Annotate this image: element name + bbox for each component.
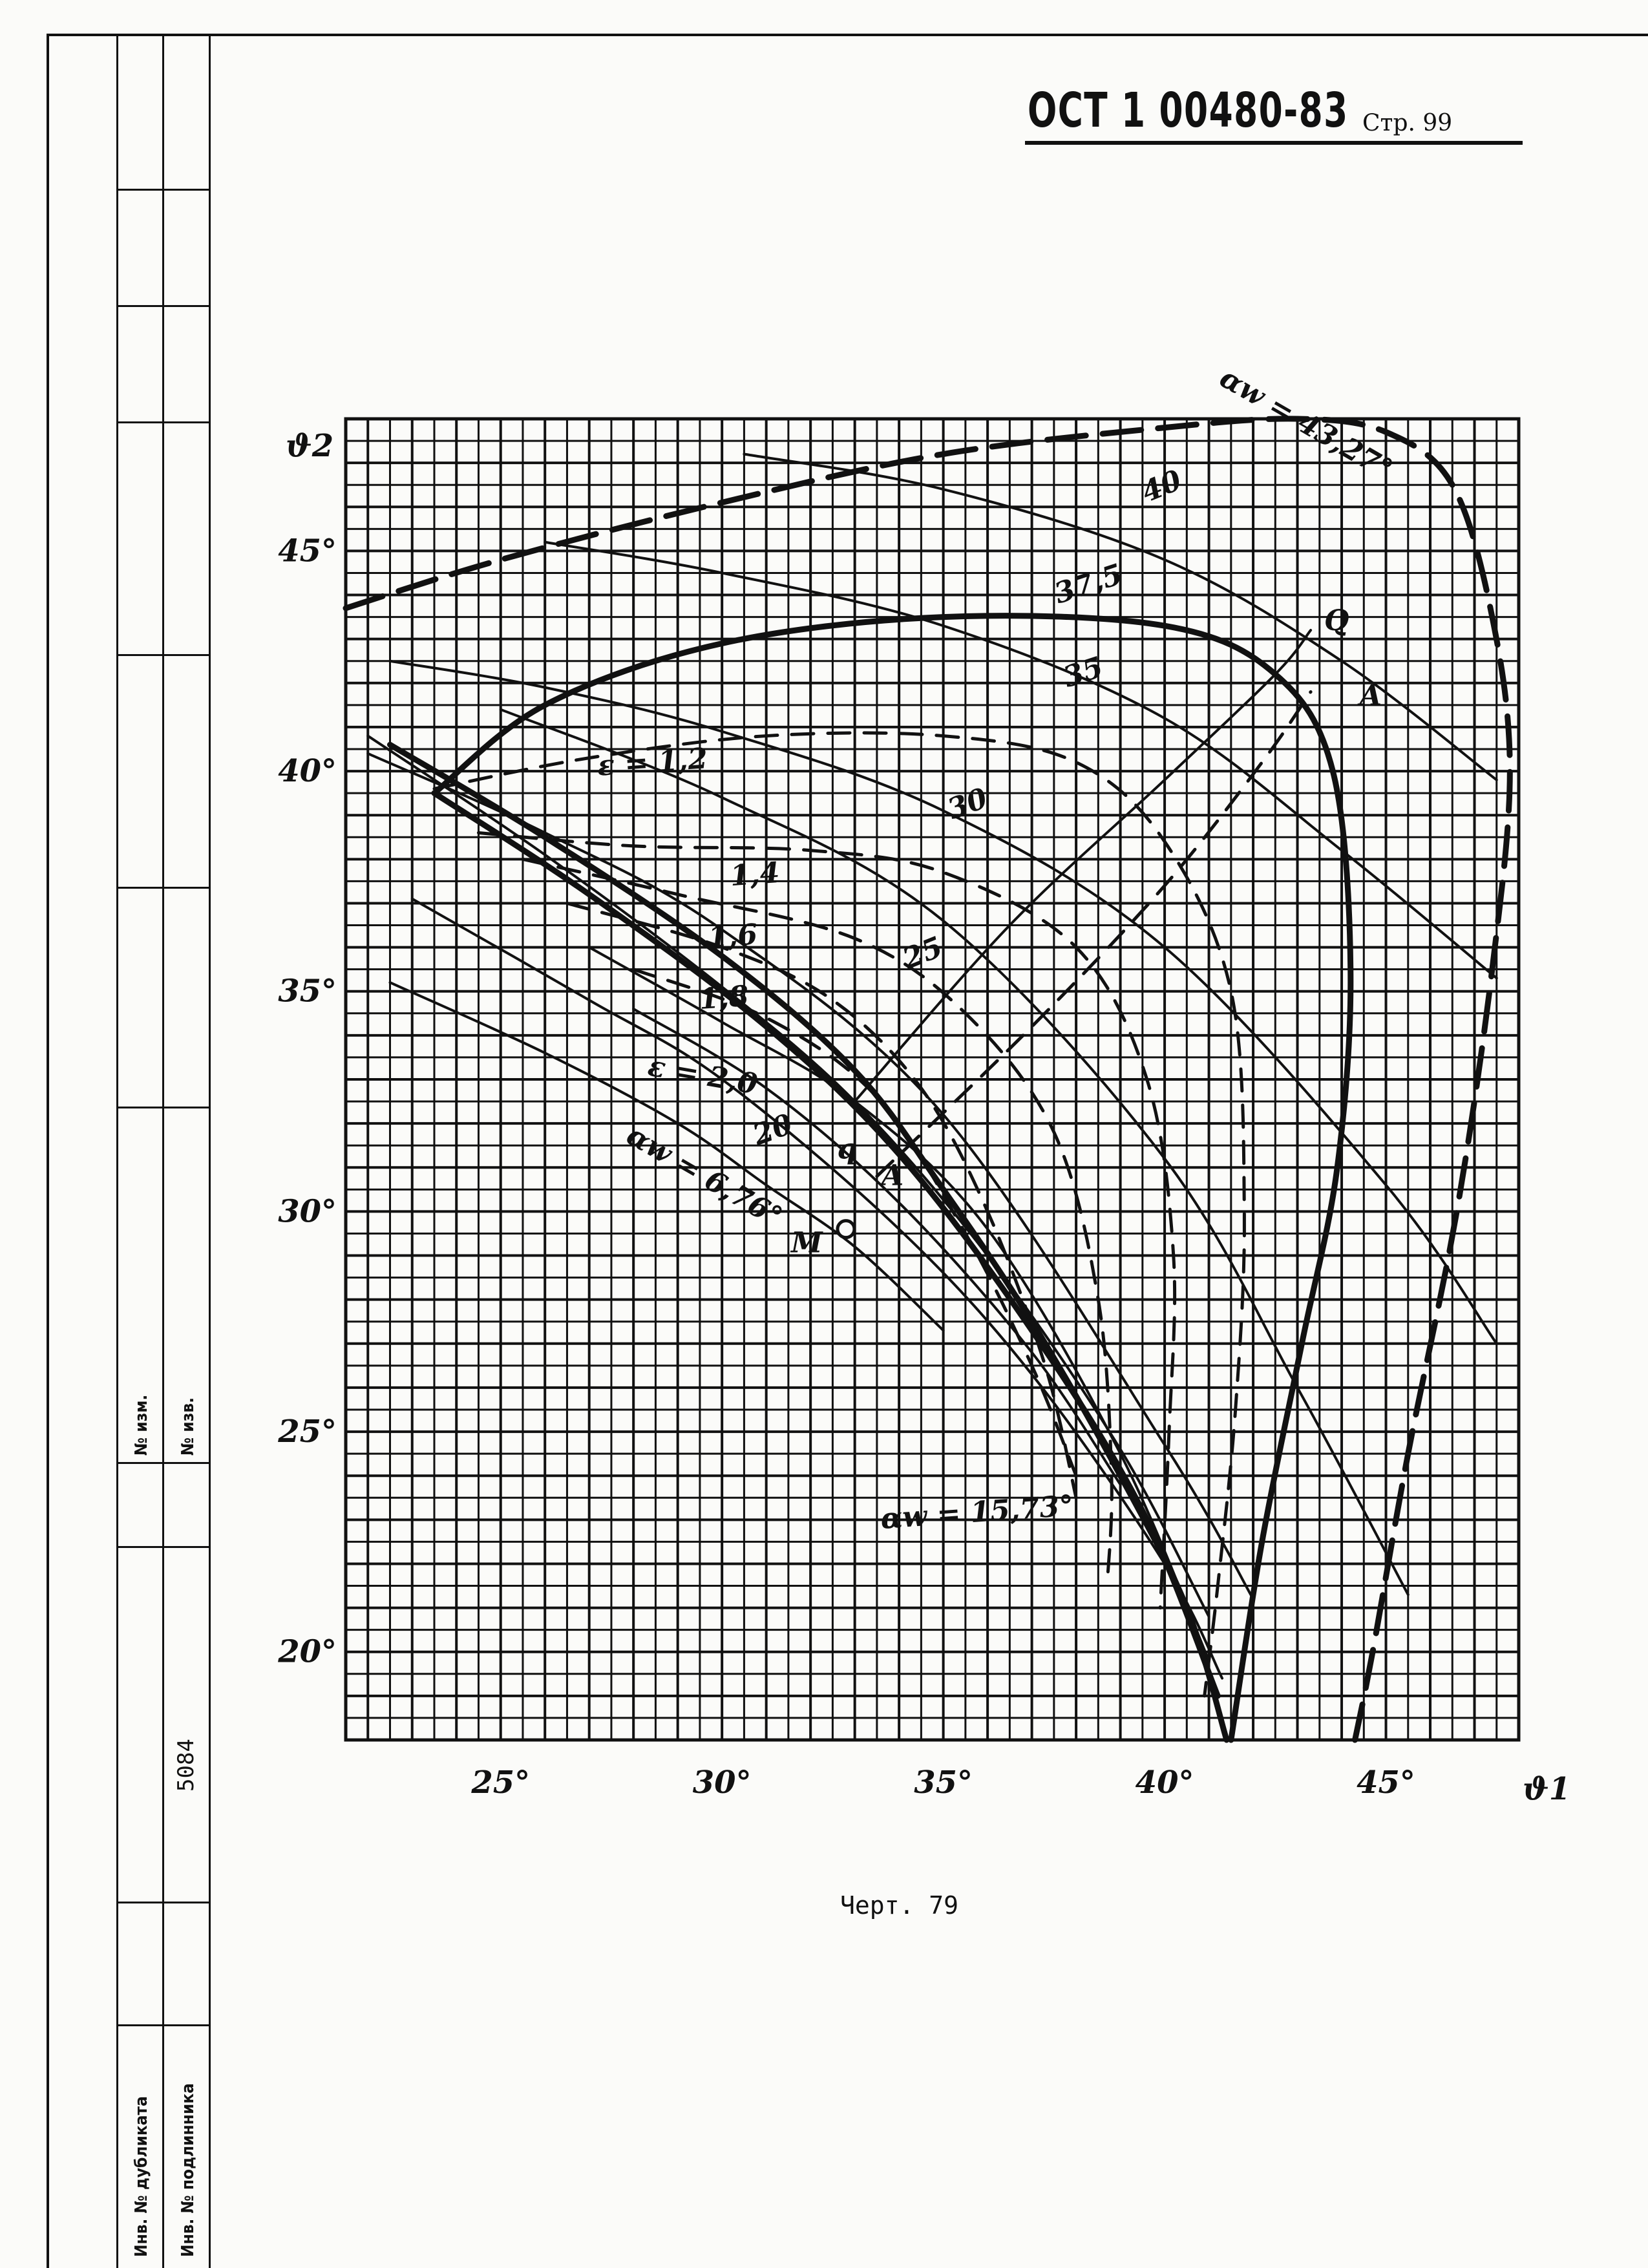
series-line bbox=[343, 416, 1513, 1743]
sidebar-row bbox=[116, 34, 211, 36]
series-label: αw = 43,27° bbox=[1214, 361, 1398, 487]
sidebar-column-right bbox=[164, 34, 211, 2268]
point-label: A bbox=[879, 1160, 903, 1192]
y-tick-label: 45° bbox=[278, 533, 337, 569]
series-label: 30 bbox=[944, 781, 992, 826]
sidebar-row bbox=[116, 654, 211, 656]
series-line bbox=[388, 981, 945, 1332]
series-label: ε = 1,2 bbox=[597, 742, 709, 783]
x-tick-label: 30° bbox=[693, 1765, 752, 1801]
x-tick-label: 40° bbox=[1136, 1765, 1194, 1801]
figure-caption: Черт. 79 bbox=[840, 1891, 959, 1920]
point-label: q bbox=[838, 1133, 858, 1166]
series-line bbox=[476, 831, 1177, 1610]
sidebar-column-left bbox=[116, 34, 164, 2268]
series-line bbox=[632, 1007, 1122, 1486]
series-line bbox=[521, 857, 1114, 1588]
y-tick-label: 30° bbox=[278, 1193, 337, 1229]
series-line bbox=[432, 731, 1246, 1698]
series-label: 35 bbox=[1059, 651, 1107, 694]
series-line bbox=[544, 540, 1498, 980]
sidebar-row bbox=[116, 421, 211, 423]
series-line bbox=[587, 946, 1210, 1662]
header-rule bbox=[1025, 141, 1523, 145]
series-line bbox=[743, 452, 1498, 781]
x-axis-label: ϑ1 bbox=[1523, 1771, 1570, 1807]
point-label: A bbox=[1357, 679, 1382, 712]
series-line bbox=[366, 752, 1255, 1600]
series-label: αw = 15,73° bbox=[880, 1489, 1075, 1536]
series-line bbox=[410, 897, 1224, 1680]
x-tick-label: 35° bbox=[914, 1765, 973, 1801]
sidebar-row bbox=[116, 1107, 211, 1108]
y-tick-label: 35° bbox=[278, 973, 337, 1010]
series-line bbox=[875, 690, 1313, 1178]
y-tick-label: 25° bbox=[277, 1414, 337, 1450]
series-line bbox=[431, 790, 1221, 1699]
series-label: 1,4 bbox=[729, 856, 781, 893]
point-m-marker bbox=[836, 1219, 856, 1240]
sidebar-row bbox=[116, 1462, 211, 1464]
document-code: ОСТ 1 00480-83 bbox=[1028, 83, 1349, 138]
sidebar-row bbox=[116, 887, 211, 889]
series-label: 37,5 bbox=[1050, 558, 1126, 611]
sidebar-row bbox=[116, 1902, 211, 1903]
sidebar-row bbox=[116, 2024, 211, 2026]
plot-border bbox=[344, 417, 1521, 1742]
x-tick-label: 25° bbox=[470, 1765, 530, 1801]
series-label: 1,8 bbox=[698, 980, 750, 1016]
series-label: 1,6 bbox=[707, 918, 759, 954]
point-label: M bbox=[790, 1227, 823, 1260]
title-block-sidebar: № изм. № изв. Инв. № дубликата Инв. № по… bbox=[116, 34, 211, 2268]
y-tick-label: 40° bbox=[278, 753, 337, 789]
point-label: Q bbox=[1324, 604, 1349, 637]
series-line bbox=[431, 613, 1354, 1743]
page-frame bbox=[47, 34, 1648, 2268]
y-axis-label: ϑ2 bbox=[286, 428, 333, 464]
series-line bbox=[853, 629, 1313, 1103]
y-tick-label: 20° bbox=[277, 1634, 337, 1670]
series-line bbox=[499, 708, 1410, 1596]
sidebar-row bbox=[116, 189, 211, 191]
series-line bbox=[565, 901, 1078, 1500]
sidebar-row bbox=[116, 305, 211, 307]
page-number: Стр. 99 bbox=[1362, 110, 1453, 136]
x-tick-label: 45° bbox=[1357, 1765, 1415, 1801]
sidebar-row bbox=[116, 1546, 211, 1548]
series-label: 40 bbox=[1137, 463, 1187, 509]
